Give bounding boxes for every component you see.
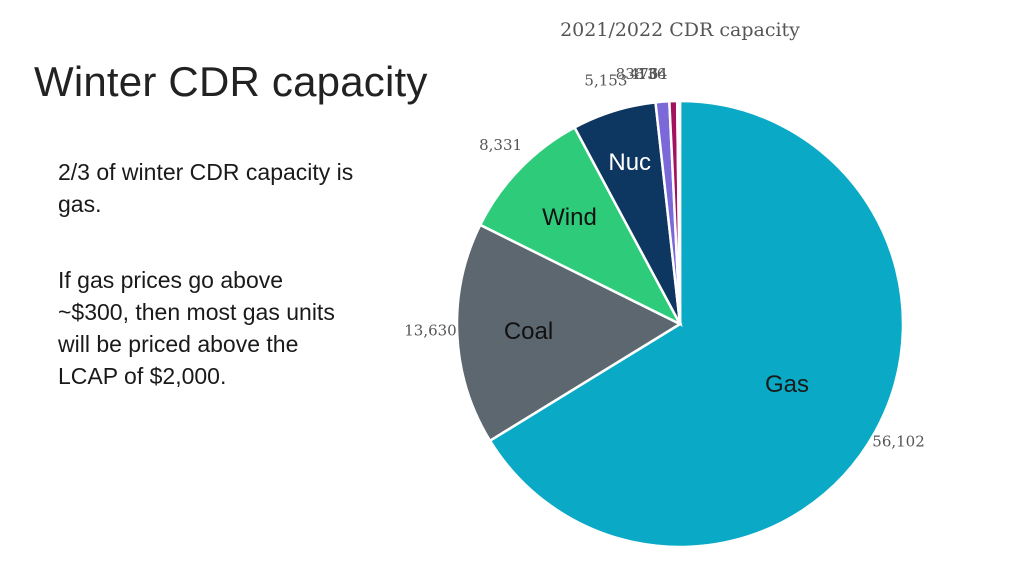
slice-value-coal: 13,630 bbox=[404, 321, 457, 339]
pie-slice-wind bbox=[478, 125, 683, 327]
slice-value-other-4: 838 bbox=[616, 65, 645, 83]
slice-value-other-7: 34 bbox=[648, 65, 667, 83]
slice-value-gas: 56,102 bbox=[872, 433, 925, 451]
slice-value-other-6: 136 bbox=[638, 65, 667, 83]
chart-title: 2021/2022 CDR capacity bbox=[560, 19, 800, 41]
slice-label-coal: Coal bbox=[504, 318, 553, 345]
slice-label-gas: Gas bbox=[765, 371, 809, 398]
slide-title: Winter CDR capacity bbox=[34, 58, 428, 105]
bullet-gas-share: 2/3 of winter CDR capacity is gas. bbox=[58, 159, 354, 217]
bullet-gas-prices: If gas prices go above ~$300, then most … bbox=[58, 267, 335, 389]
slice-label-wind: Wind bbox=[542, 204, 597, 231]
pie-slice-coal bbox=[455, 223, 683, 443]
slice-label-nuc: Nuc bbox=[608, 149, 651, 176]
pie-slice-other-7 bbox=[678, 99, 682, 325]
slice-value-other-5: 476 bbox=[630, 65, 659, 83]
slice-value-nuc: 5,153 bbox=[584, 71, 627, 89]
bullet-list: 2/3 of winter CDR capacity is gas. If ga… bbox=[58, 156, 358, 436]
slice-value-wind: 8,331 bbox=[479, 136, 522, 154]
pie-slice-gas bbox=[488, 99, 905, 549]
